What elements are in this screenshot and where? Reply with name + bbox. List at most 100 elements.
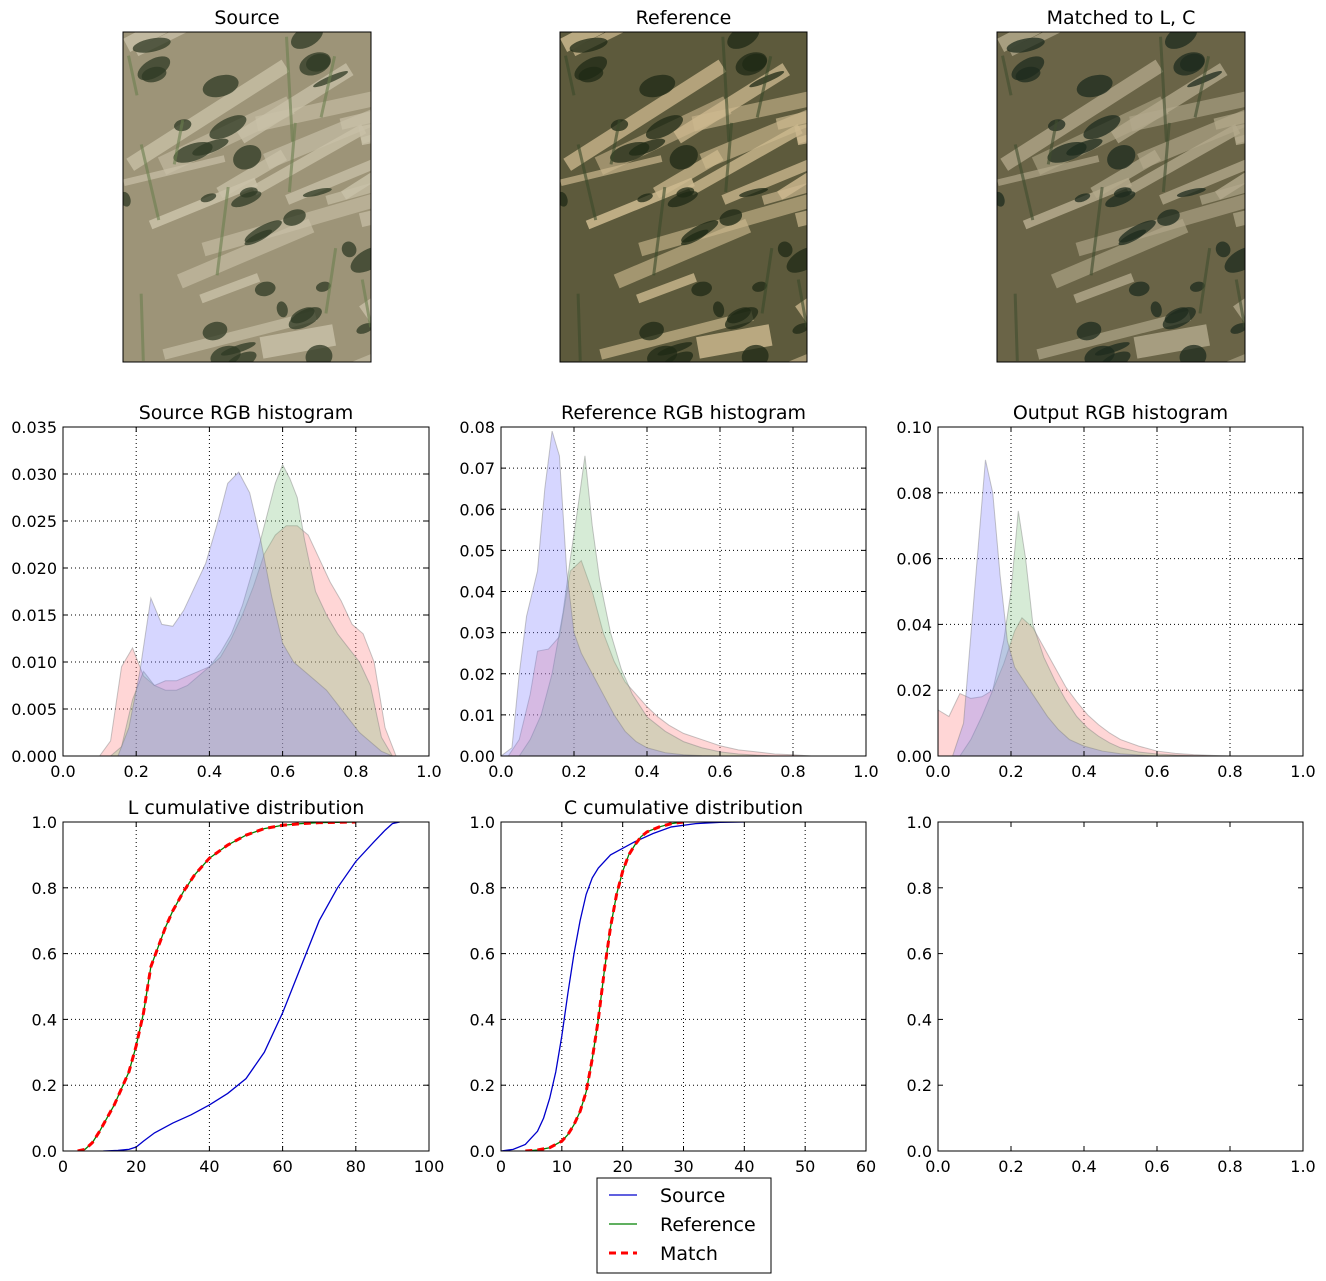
matched-image-frame bbox=[996, 31, 1246, 363]
source-hist-series-group bbox=[98, 463, 397, 756]
source-hist-ytick-label: 0.010 bbox=[11, 653, 57, 672]
output-hist-ytick-label: 0.06 bbox=[896, 550, 932, 569]
empty-axes-ytick-label: 0.4 bbox=[907, 1010, 932, 1029]
matched-image: Matched to L, C bbox=[996, 7, 1246, 363]
c-cdf-ytick-label: 0.0 bbox=[470, 1142, 495, 1161]
source-hist-xtick-label: 0.8 bbox=[343, 762, 368, 781]
reference-image-frame bbox=[559, 31, 808, 363]
c-cdf-ytick-label: 0.6 bbox=[470, 945, 495, 964]
source-image-terrain bbox=[123, 32, 371, 362]
matched-image-terrain bbox=[997, 32, 1245, 362]
empty-axes-frame bbox=[937, 821, 1304, 1152]
source-hist-ytick-label: 0.030 bbox=[11, 465, 57, 484]
empty-axes-ytick-label: 0.0 bbox=[907, 1142, 932, 1161]
l-cdf-ytick-label: 0.0 bbox=[32, 1142, 57, 1161]
source-hist-area-0 bbox=[98, 525, 397, 756]
c-cdf-xtick-label: 20 bbox=[612, 1157, 632, 1176]
l-cdf-ytick-label: 0.6 bbox=[32, 945, 57, 964]
reference-hist-area-0 bbox=[507, 559, 812, 756]
c-cdf-ytick-label: 0.2 bbox=[470, 1076, 495, 1095]
l-cdf-ytick-label: 0.8 bbox=[32, 879, 57, 898]
legend-label-0: Source bbox=[660, 1185, 725, 1207]
reference-hist-xtick-label: 0.4 bbox=[634, 762, 659, 781]
reference-hist-ytick-label: 0.04 bbox=[459, 583, 495, 602]
output-hist-xtick-label: 0.8 bbox=[1217, 762, 1242, 781]
source-hist-bg bbox=[63, 427, 429, 756]
reference-hist-xtick-label: 0.2 bbox=[561, 762, 586, 781]
source-hist-ytick-label: 0.015 bbox=[11, 606, 57, 625]
empty-axes-ytick-label: 1.0 bbox=[907, 813, 932, 832]
legend-box bbox=[596, 1177, 772, 1274]
output-hist-ytick-label: 0.00 bbox=[896, 747, 932, 766]
output-hist-xtick-label: 0.4 bbox=[1071, 762, 1096, 781]
source-hist-xtick-label: 0.0 bbox=[50, 762, 75, 781]
reference-hist-xtick-label: 1.0 bbox=[853, 762, 878, 781]
c-cdf-xtick-label: 10 bbox=[552, 1157, 572, 1176]
output-hist-area-1 bbox=[959, 510, 1212, 756]
legend: Source Reference Match bbox=[596, 1177, 772, 1274]
output-hist-xtick-label: 0.0 bbox=[925, 762, 950, 781]
empty-axes-xtick-label: 0.8 bbox=[1217, 1157, 1242, 1176]
c-cdf-xtick-label: 0 bbox=[496, 1157, 506, 1176]
source-image: Source bbox=[122, 7, 372, 363]
source-hist-ytick-label: 0.025 bbox=[11, 512, 57, 531]
reference-hist-title: Reference RGB histogram bbox=[561, 402, 806, 424]
c-cdf-series-group bbox=[501, 822, 745, 1151]
output-hist-xtick-label: 0.6 bbox=[1144, 762, 1169, 781]
output-hist-xtick-label: 1.0 bbox=[1290, 762, 1315, 781]
output-hist-area-2 bbox=[952, 459, 1158, 756]
l-cdf-xtick-label: 80 bbox=[346, 1157, 366, 1176]
legend-label-1: Reference bbox=[660, 1214, 756, 1236]
source-hist: 0.0 0.2 0.4 0.6 0.8 1.0 0.000 0.005 0.010 0.015 0.… bbox=[11, 402, 442, 781]
reference-hist-ytick-label: 0.01 bbox=[459, 706, 495, 725]
reference-image: Reference bbox=[559, 7, 808, 363]
c-cdf: 0 10 20 30 40 50 60 0.0 0.2 0.4 0.6 0.8 1.0 C cumulat… bbox=[470, 797, 877, 1176]
l-cdf-xtick-label: 20 bbox=[126, 1157, 146, 1176]
source-hist-area-2 bbox=[117, 471, 393, 756]
reference-hist-xtick-label: 0.8 bbox=[780, 762, 805, 781]
c-cdf-ytick-label: 0.8 bbox=[470, 879, 495, 898]
output-hist: 0.0 0.2 0.4 0.6 0.8 1.0 0.00 0.02 0.04 0.06 0.08 0.… bbox=[896, 402, 1315, 781]
c-cdf-line-0 bbox=[501, 822, 745, 1151]
source-image-frame bbox=[122, 31, 372, 363]
l-cdf-xtick-label: 40 bbox=[199, 1157, 219, 1176]
l-cdf-xtick-label: 0 bbox=[58, 1157, 68, 1176]
c-cdf-title: C cumulative distribution bbox=[564, 797, 803, 819]
output-hist-series-group bbox=[938, 459, 1231, 756]
source-hist-ytick-label: 0.035 bbox=[11, 418, 57, 437]
empty-axes-xtick-label: 1.0 bbox=[1290, 1157, 1315, 1176]
source-hist-xtick-label: 1.0 bbox=[416, 762, 441, 781]
l-cdf-xtick-label: 100 bbox=[414, 1157, 445, 1176]
empty-axes-xtick-label: 0.2 bbox=[998, 1157, 1023, 1176]
output-hist-area-0 bbox=[938, 617, 1231, 756]
source-hist-ytick-label: 0.020 bbox=[11, 559, 57, 578]
c-cdf-ytick-label: 0.4 bbox=[470, 1010, 495, 1029]
c-cdf-xtick-label: 50 bbox=[795, 1157, 815, 1176]
reference-hist-ytick-label: 0.00 bbox=[459, 747, 495, 766]
empty-axes-xtick-label: 0.6 bbox=[1144, 1157, 1169, 1176]
output-hist-title: Output RGB histogram bbox=[1013, 402, 1228, 424]
matched-image-title: Matched to L, C bbox=[1047, 7, 1196, 29]
source-image-title: Source bbox=[214, 7, 279, 29]
l-cdf: 0 20 40 60 80 100 0.0 0.2 0.4 0.6 0.8 1.0 L cumulati… bbox=[32, 797, 445, 1176]
output-hist-ytick-label: 0.10 bbox=[896, 418, 932, 437]
l-cdf-ytick-label: 0.4 bbox=[32, 1010, 57, 1029]
empty-axes-ytick-label: 0.2 bbox=[907, 1076, 932, 1095]
c-cdf-xtick-label: 40 bbox=[734, 1157, 754, 1176]
empty-axes-ytick-label: 0.6 bbox=[907, 945, 932, 964]
reference-hist-ytick-label: 0.06 bbox=[459, 500, 495, 519]
empty-axes-ytick-label: 0.8 bbox=[907, 879, 932, 898]
reference-hist-ytick-label: 0.08 bbox=[459, 418, 495, 437]
output-hist-bg bbox=[938, 427, 1303, 756]
source-hist-xtick-label: 0.4 bbox=[197, 762, 222, 781]
reference-hist-xtick-label: 0.6 bbox=[707, 762, 732, 781]
reference-hist: 0.0 0.2 0.4 0.6 0.8 1.0 0.00 0.01 0.02 0.03 0.04 0.… bbox=[459, 402, 878, 781]
l-cdf-line-0 bbox=[103, 822, 400, 1151]
source-hist-title: Source RGB histogram bbox=[139, 402, 354, 424]
l-cdf-bg bbox=[63, 822, 429, 1151]
source-hist-frame bbox=[62, 426, 430, 757]
output-hist-frame bbox=[937, 426, 1304, 757]
reference-image-title: Reference bbox=[636, 7, 732, 29]
legend-label-2: Match bbox=[660, 1243, 718, 1265]
